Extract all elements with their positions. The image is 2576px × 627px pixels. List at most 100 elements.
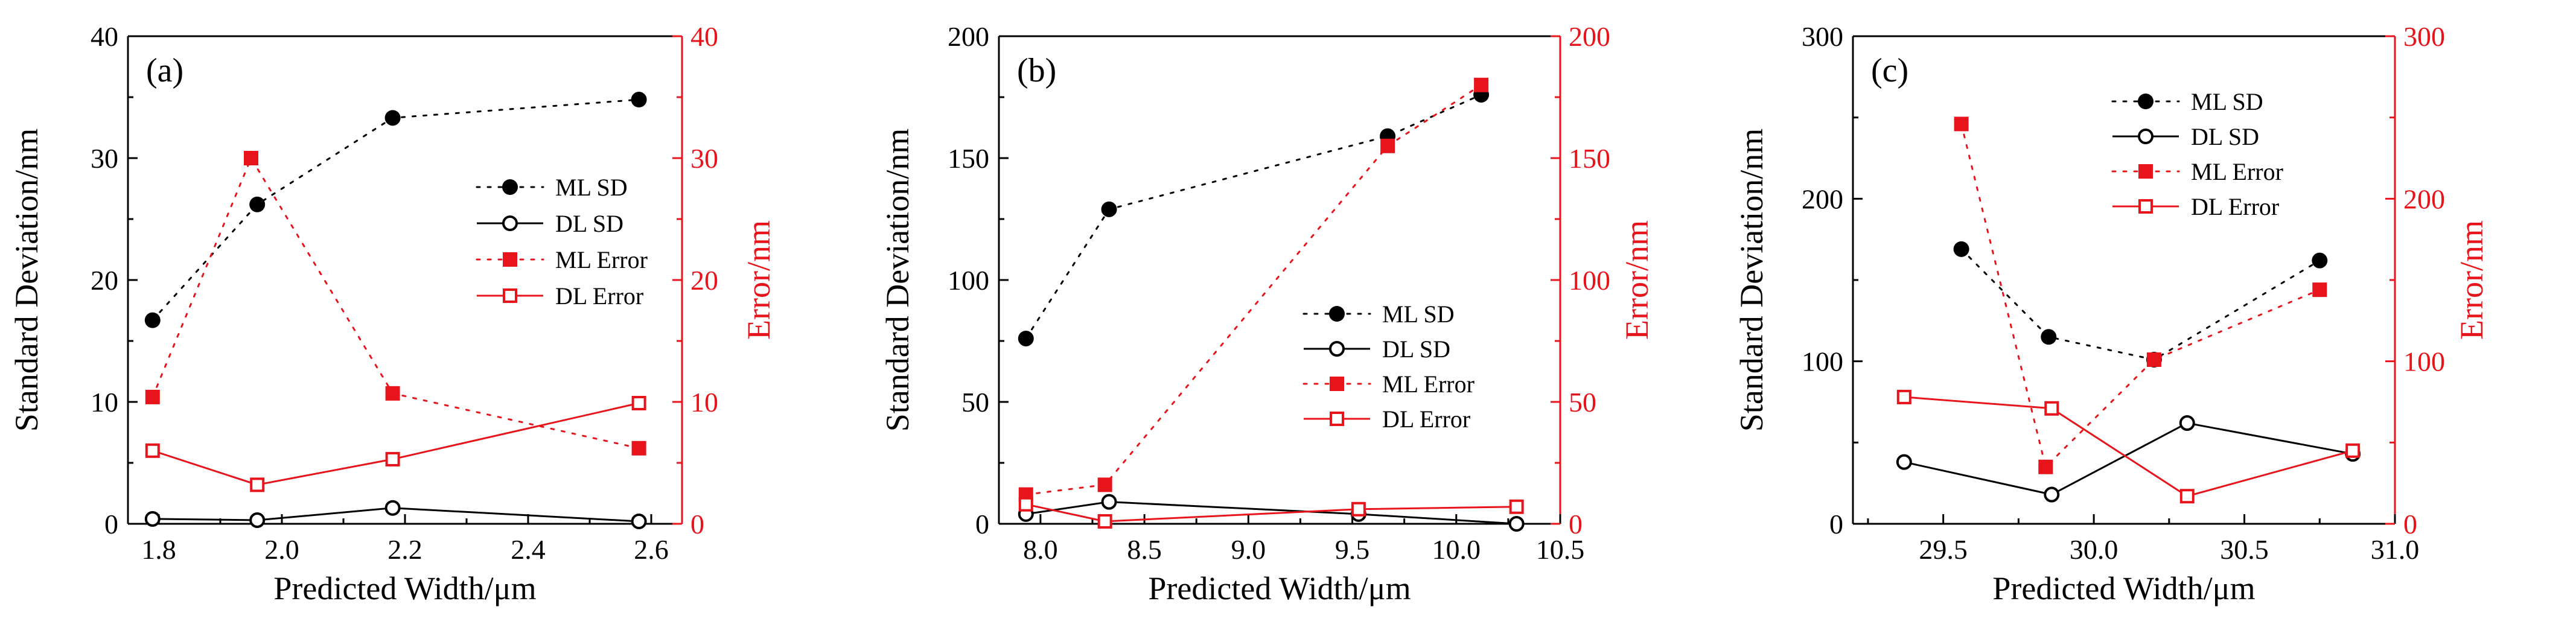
series-line-dl-sd bbox=[1904, 422, 2353, 496]
x-tick-label: 10.5 bbox=[1536, 534, 1585, 565]
right-y-tick-label: 0 bbox=[1569, 509, 1583, 539]
series-dl-sd bbox=[144, 500, 647, 529]
data-point-dl-err bbox=[1351, 501, 1366, 517]
left-y-tick-label: 150 bbox=[948, 143, 989, 174]
data-point-ml-sd bbox=[1953, 241, 1969, 257]
right-y-tick-label: 100 bbox=[1569, 265, 1610, 296]
panel-label: (b) bbox=[1017, 52, 1056, 89]
left-y-tick-label: 40 bbox=[91, 21, 118, 52]
x-tick-label: 2.4 bbox=[511, 534, 546, 565]
series-dl-err bbox=[1896, 389, 2361, 504]
legend-label: DL SD bbox=[2191, 123, 2259, 150]
data-point-ml-sd bbox=[249, 196, 266, 212]
data-point-dl-err bbox=[2179, 489, 2195, 504]
left-y-tick-label: 10 bbox=[91, 387, 118, 418]
series-line-ml-sd bbox=[1025, 94, 1482, 340]
legend-label: DL Error bbox=[2191, 193, 2279, 220]
series-dl-sd bbox=[1896, 415, 2361, 503]
data-point-ml-err bbox=[385, 386, 400, 401]
x-tick-label: 2.6 bbox=[634, 534, 669, 565]
x-tick-label: 30.0 bbox=[2070, 534, 2119, 565]
data-point-ml-sd bbox=[2041, 329, 2057, 345]
data-point-ml-sd bbox=[144, 312, 161, 328]
legend-marker-dl-sd bbox=[502, 215, 518, 231]
data-point-dl-sd bbox=[1896, 454, 1912, 470]
data-point-ml-err bbox=[244, 151, 258, 165]
legend-label: ML SD bbox=[1382, 301, 1455, 328]
chart-panel-1: 1.8 2.0 2.2 2.4 2.6 0 10 20 30 40 0 10 20 30 40 Predict… bbox=[8, 21, 777, 606]
legend-label: ML SD bbox=[2191, 88, 2263, 115]
left-y-tick-label: 0 bbox=[975, 509, 989, 539]
left-y-tick-label: 30 bbox=[91, 143, 118, 174]
data-point-dl-err bbox=[631, 396, 646, 411]
data-point-dl-err bbox=[1097, 514, 1112, 529]
legend-marker-ml-sd bbox=[502, 179, 518, 195]
data-point-dl-err bbox=[1018, 497, 1033, 512]
left-y-tick-label: 50 bbox=[961, 387, 989, 418]
right-y-tick-label: 50 bbox=[1569, 387, 1596, 418]
legend-marker-dl-sd bbox=[1329, 341, 1345, 357]
right-y-tick-label: 40 bbox=[690, 21, 718, 52]
data-point-dl-err bbox=[1509, 499, 1524, 514]
x-tick-label: 2.2 bbox=[387, 534, 422, 565]
data-point-dl-sd bbox=[1508, 516, 1525, 532]
x-axis-title: Predicted Width/μm bbox=[273, 570, 536, 606]
right-y-axis-title: Error/nm bbox=[741, 220, 777, 340]
right-y-axis-title: Error/nm bbox=[1619, 220, 1655, 340]
data-point-dl-err bbox=[145, 443, 160, 458]
series-line-dl-err bbox=[152, 402, 639, 486]
data-point-ml-err bbox=[145, 389, 160, 404]
legend-label: DL Error bbox=[555, 282, 643, 310]
data-point-dl-err bbox=[385, 451, 400, 466]
x-tick-label: 9.5 bbox=[1335, 534, 1370, 565]
right-y-tick-label: 10 bbox=[690, 387, 718, 418]
right-y-tick-label: 200 bbox=[1569, 21, 1610, 52]
series-line-dl-err bbox=[1904, 396, 2353, 497]
data-point-dl-err bbox=[1896, 389, 1911, 404]
series-line-ml-sd bbox=[1960, 248, 2321, 361]
data-point-dl-err bbox=[250, 477, 265, 492]
series-dl-err bbox=[1018, 497, 1524, 529]
legend-label: ML Error bbox=[1382, 371, 1475, 398]
x-axis-title: Predicted Width/μm bbox=[1148, 570, 1411, 606]
legend-marker-ml-sd bbox=[2138, 94, 2154, 109]
series-ml-err bbox=[1018, 77, 1489, 502]
x-tick-label: 2.0 bbox=[264, 534, 299, 565]
left-y-tick-label: 100 bbox=[948, 265, 989, 296]
left-y-axis-title: Standard Deviation/nm bbox=[879, 129, 916, 431]
left-y-tick-label: 20 bbox=[91, 265, 118, 296]
legend: ML SD DL SD ML Error DL Error bbox=[476, 174, 648, 310]
series-ml-sd bbox=[144, 92, 647, 328]
x-tick-label: 8.0 bbox=[1023, 534, 1058, 565]
series-line-dl-sd bbox=[1025, 501, 1517, 525]
data-point-dl-sd bbox=[631, 513, 647, 529]
left-y-tick-label: 200 bbox=[1802, 183, 1843, 214]
data-point-ml-err bbox=[2146, 352, 2161, 367]
right-y-tick-label: 100 bbox=[2403, 346, 2445, 377]
left-y-tick-label: 300 bbox=[1802, 21, 1843, 52]
data-point-dl-err bbox=[2345, 443, 2361, 458]
data-point-ml-sd bbox=[2312, 252, 2328, 269]
right-y-tick-label: 300 bbox=[2403, 21, 2445, 52]
data-point-ml-err bbox=[1474, 77, 1489, 92]
legend-marker-ml-err bbox=[2138, 164, 2153, 179]
left-y-tick-label: 0 bbox=[1829, 509, 1843, 539]
series-line-ml-err bbox=[1960, 123, 2321, 469]
legend: ML SD DL SD ML Error DL Error bbox=[1302, 301, 1475, 433]
legend-marker-ml-err bbox=[1330, 377, 1344, 391]
left-y-tick-label: 100 bbox=[1802, 346, 1843, 377]
x-tick-label: 8.5 bbox=[1127, 534, 1162, 565]
series-dl-err bbox=[145, 396, 646, 492]
data-point-dl-sd bbox=[384, 500, 401, 516]
data-point-ml-err bbox=[1380, 138, 1395, 153]
legend: ML SD DL SD ML Error DL Error bbox=[2111, 88, 2283, 220]
left-y-tick-label: 200 bbox=[948, 21, 989, 52]
right-y-tick-label: 0 bbox=[2403, 509, 2417, 539]
legend-marker-ml-err bbox=[503, 252, 517, 267]
data-point-ml-sd bbox=[1018, 330, 1034, 346]
x-tick-label: 29.5 bbox=[1919, 534, 1968, 565]
legend-marker-dl-err bbox=[2138, 199, 2153, 214]
data-point-ml-err bbox=[2038, 459, 2053, 474]
data-point-ml-sd bbox=[631, 92, 647, 108]
right-y-tick-label: 200 bbox=[2403, 183, 2445, 214]
